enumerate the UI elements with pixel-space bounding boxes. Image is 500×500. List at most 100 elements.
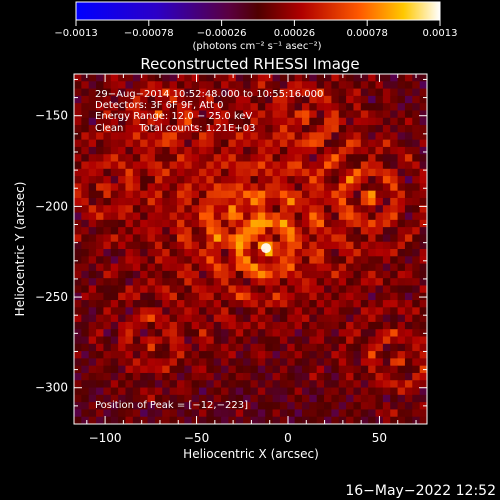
heatmap-cell	[154, 154, 163, 163]
heatmap-cell	[265, 190, 274, 199]
heatmap-cell	[154, 146, 163, 155]
heatmap-cell	[206, 285, 215, 294]
heatmap-cell	[353, 314, 362, 323]
heatmap-cell	[287, 81, 296, 90]
heatmap-cell	[272, 117, 281, 126]
heatmap-cell	[213, 358, 222, 367]
heatmap-cell	[162, 190, 171, 199]
heatmap-cell	[316, 402, 325, 411]
heatmap-cell	[382, 343, 391, 352]
heatmap-cell	[309, 197, 318, 206]
heatmap-cell	[375, 256, 384, 265]
heatmap-cell	[294, 212, 303, 221]
heatmap-cell	[125, 234, 134, 243]
heatmap-cell	[301, 249, 310, 257]
heatmap-cell	[132, 241, 141, 250]
heatmap-cell	[147, 263, 156, 272]
heatmap-cell	[324, 307, 332, 316]
heatmap-cell	[147, 387, 156, 396]
heatmap-cell	[250, 409, 259, 418]
heatmap-cell	[419, 307, 427, 316]
heatmap-cell	[103, 358, 112, 367]
heatmap-cell	[110, 205, 119, 214]
heatmap-cell	[243, 241, 252, 250]
heatmap-cell	[118, 95, 127, 104]
heatmap-cell	[382, 183, 391, 192]
heatmap-cell	[154, 168, 163, 177]
heatmap-cell	[265, 205, 274, 214]
heatmap-cell	[184, 197, 193, 206]
heatmap-cell	[279, 161, 288, 170]
heatmap-cell	[221, 161, 230, 170]
heatmap-cell	[324, 219, 332, 228]
heatmap-cell	[360, 132, 369, 141]
heatmap-cell	[265, 168, 274, 177]
heatmap-cell	[125, 292, 134, 301]
heatmap-cell	[74, 416, 82, 424]
heatmap-cell	[132, 358, 141, 367]
heatmap-cell	[309, 285, 318, 294]
heatmap-cell	[154, 343, 163, 352]
heatmap-cell	[390, 321, 399, 330]
heatmap-cell	[74, 125, 82, 133]
heatmap-cell	[103, 372, 112, 381]
heatmap-cell	[147, 380, 156, 389]
heatmap-cell	[176, 270, 185, 279]
heatmap-cell	[96, 256, 105, 265]
heatmap-cell	[301, 176, 310, 184]
heatmap-cell	[132, 110, 141, 119]
heatmap-cell	[382, 125, 391, 133]
heatmap-cell	[88, 212, 97, 221]
heatmap-cell	[272, 402, 281, 411]
heatmap-cell	[243, 365, 252, 374]
heatmap-cell	[279, 402, 288, 411]
heatmap-cell	[81, 409, 90, 418]
heatmap-cell	[199, 270, 207, 279]
heatmap-cell	[228, 139, 237, 148]
heatmap-cell	[96, 212, 105, 221]
heatmap-cell	[169, 132, 178, 141]
heatmap-cell	[199, 409, 207, 418]
heatmap-cell	[301, 285, 310, 294]
heatmap-cell	[382, 227, 391, 236]
heatmap-cell	[390, 139, 399, 148]
heatmap-cell	[265, 227, 274, 236]
heatmap-cell	[74, 270, 82, 279]
heatmap-cell	[132, 285, 141, 294]
heatmap-cell	[316, 183, 325, 192]
heatmap-cell	[316, 300, 325, 308]
heatmap-cell	[125, 81, 134, 90]
heatmap-cell	[103, 270, 112, 279]
heatmap-cell	[81, 263, 90, 272]
heatmap-cell	[279, 81, 288, 90]
heatmap-cell	[412, 249, 421, 257]
heatmap-cell	[243, 314, 252, 323]
heatmap-cell	[257, 146, 266, 155]
heatmap-cell	[390, 394, 399, 403]
heatmap-cell	[353, 110, 362, 119]
heatmap-cell	[110, 256, 119, 265]
heatmap-cell	[110, 307, 119, 316]
heatmap-cell	[346, 307, 355, 316]
heatmap-cell	[287, 278, 296, 287]
heatmap-cell	[309, 329, 318, 338]
heatmap-cell	[316, 110, 325, 119]
heatmap-cell	[103, 161, 112, 170]
heatmap-cell	[404, 380, 413, 389]
heatmap-cell	[228, 358, 237, 367]
heatmap-cell	[279, 125, 288, 133]
heatmap-cell	[235, 103, 244, 112]
heatmap-cell	[140, 81, 149, 90]
heatmap-cell	[132, 321, 141, 330]
heatmap-cell	[103, 314, 112, 323]
heatmap-cell	[331, 329, 340, 338]
heatmap-cell	[382, 154, 391, 163]
heatmap-cell	[338, 176, 347, 184]
heatmap-cell	[147, 176, 156, 184]
heatmap-cell	[74, 300, 82, 308]
heatmap-cell	[382, 256, 391, 265]
heatmap-cell	[243, 197, 252, 206]
heatmap-cell	[397, 351, 406, 359]
heatmap-cell	[250, 307, 259, 316]
heatmap-cell	[279, 372, 288, 381]
